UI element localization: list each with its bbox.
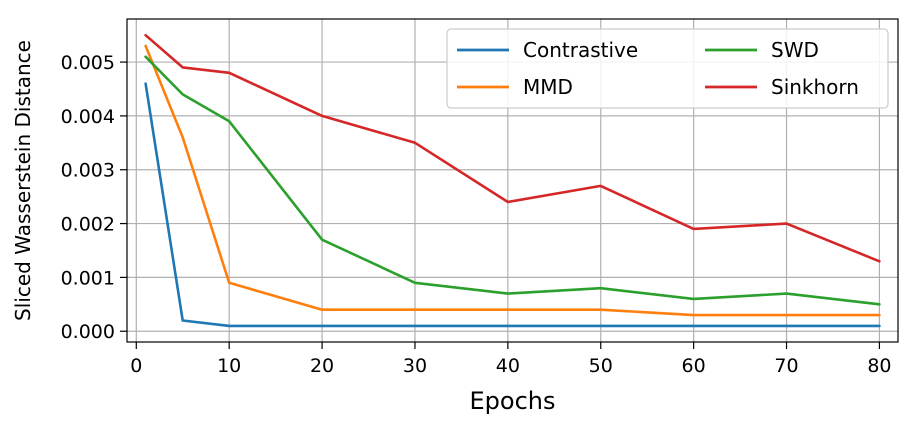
- x-tick-label: 60: [682, 355, 706, 377]
- y-tick-label: 0.001: [61, 267, 115, 289]
- legend-label-swd: SWD: [771, 38, 819, 62]
- legend-label-contrastive: Contrastive: [523, 38, 638, 62]
- axis-ticks: 0 10 20 30 40 50 60 70 80 0.000 0.001 0.002 0.003 0.0…: [61, 52, 892, 377]
- y-tick-label: 0.005: [61, 52, 115, 74]
- x-tick-label: 10: [217, 355, 241, 377]
- series-line-mmd: [144, 44, 881, 317]
- x-tick-label: 70: [774, 355, 798, 377]
- x-tick-label: 20: [310, 355, 334, 377]
- y-tick-label: 0.002: [61, 214, 115, 236]
- x-tick-label: 50: [589, 355, 613, 377]
- y-tick-label: 0.003: [61, 160, 115, 182]
- x-tick-label: 30: [403, 355, 427, 377]
- series-lines: [144, 33, 881, 328]
- x-tick-label: 40: [496, 355, 520, 377]
- plot-frame: [126, 18, 899, 343]
- legend-label-mmd: MMD: [523, 75, 573, 99]
- y-tick-label: 0.000: [61, 321, 115, 343]
- series-line-swd: [144, 55, 881, 306]
- x-tick-label: 80: [867, 355, 891, 377]
- legend: Contrastive MMD SWD Sinkhorn: [446, 28, 889, 109]
- legend-box: [446, 28, 889, 109]
- y-tick-label: 0.004: [61, 106, 115, 128]
- x-tick-label: 0: [130, 355, 142, 377]
- x-axis-label: Epochs: [470, 387, 556, 415]
- y-axis-label: Sliced Wasserstein Distance: [11, 40, 35, 321]
- series-line-contrastive: [144, 82, 881, 328]
- legend-label-sinkhorn: Sinkhorn: [771, 75, 859, 99]
- series-line-sinkhorn: [144, 33, 881, 263]
